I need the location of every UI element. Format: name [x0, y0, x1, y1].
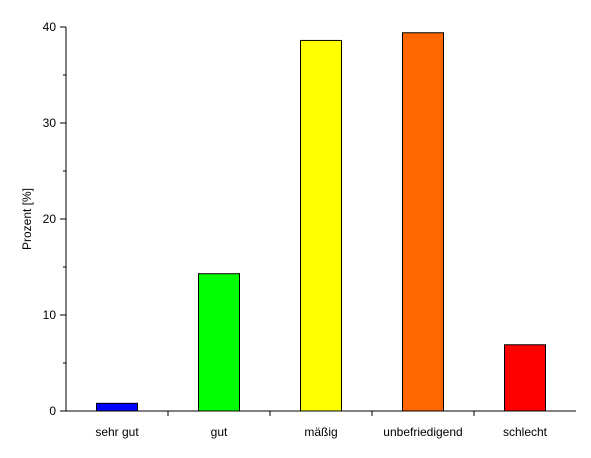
bar-schlecht	[504, 344, 546, 412]
x-tick-label: schlecht	[503, 425, 548, 439]
x-axis-ticks	[167, 411, 475, 416]
x-axis-tick-labels: sehr gut gut mäßig unbefriedigend schlecht	[95, 425, 547, 439]
y-axis-label: Prozent [%]	[20, 188, 34, 250]
x-tick-label: mäßig	[304, 425, 337, 439]
y-tick-label: 30	[43, 116, 57, 130]
plot-area: 0 10 20 30 40 sehr gut gut mäßig unbefriedigend…	[43, 20, 576, 439]
x-tick-label: unbefriedigend	[383, 425, 462, 439]
bar-sehr-gut	[96, 402, 138, 412]
y-tick-label: 10	[43, 308, 57, 322]
x-tick-label: gut	[211, 425, 228, 439]
bar-gut	[198, 273, 240, 412]
bars	[96, 32, 546, 412]
bar-unbefriedigend	[402, 32, 444, 412]
y-tick-label: 20	[43, 212, 57, 226]
y-tick-label: 40	[43, 20, 57, 34]
y-axis-ticks: 0 10 20 30 40	[43, 20, 66, 418]
y-tick-label: 0	[49, 404, 56, 418]
x-tick-label: sehr gut	[95, 425, 139, 439]
bar-mäßig	[300, 39, 342, 412]
